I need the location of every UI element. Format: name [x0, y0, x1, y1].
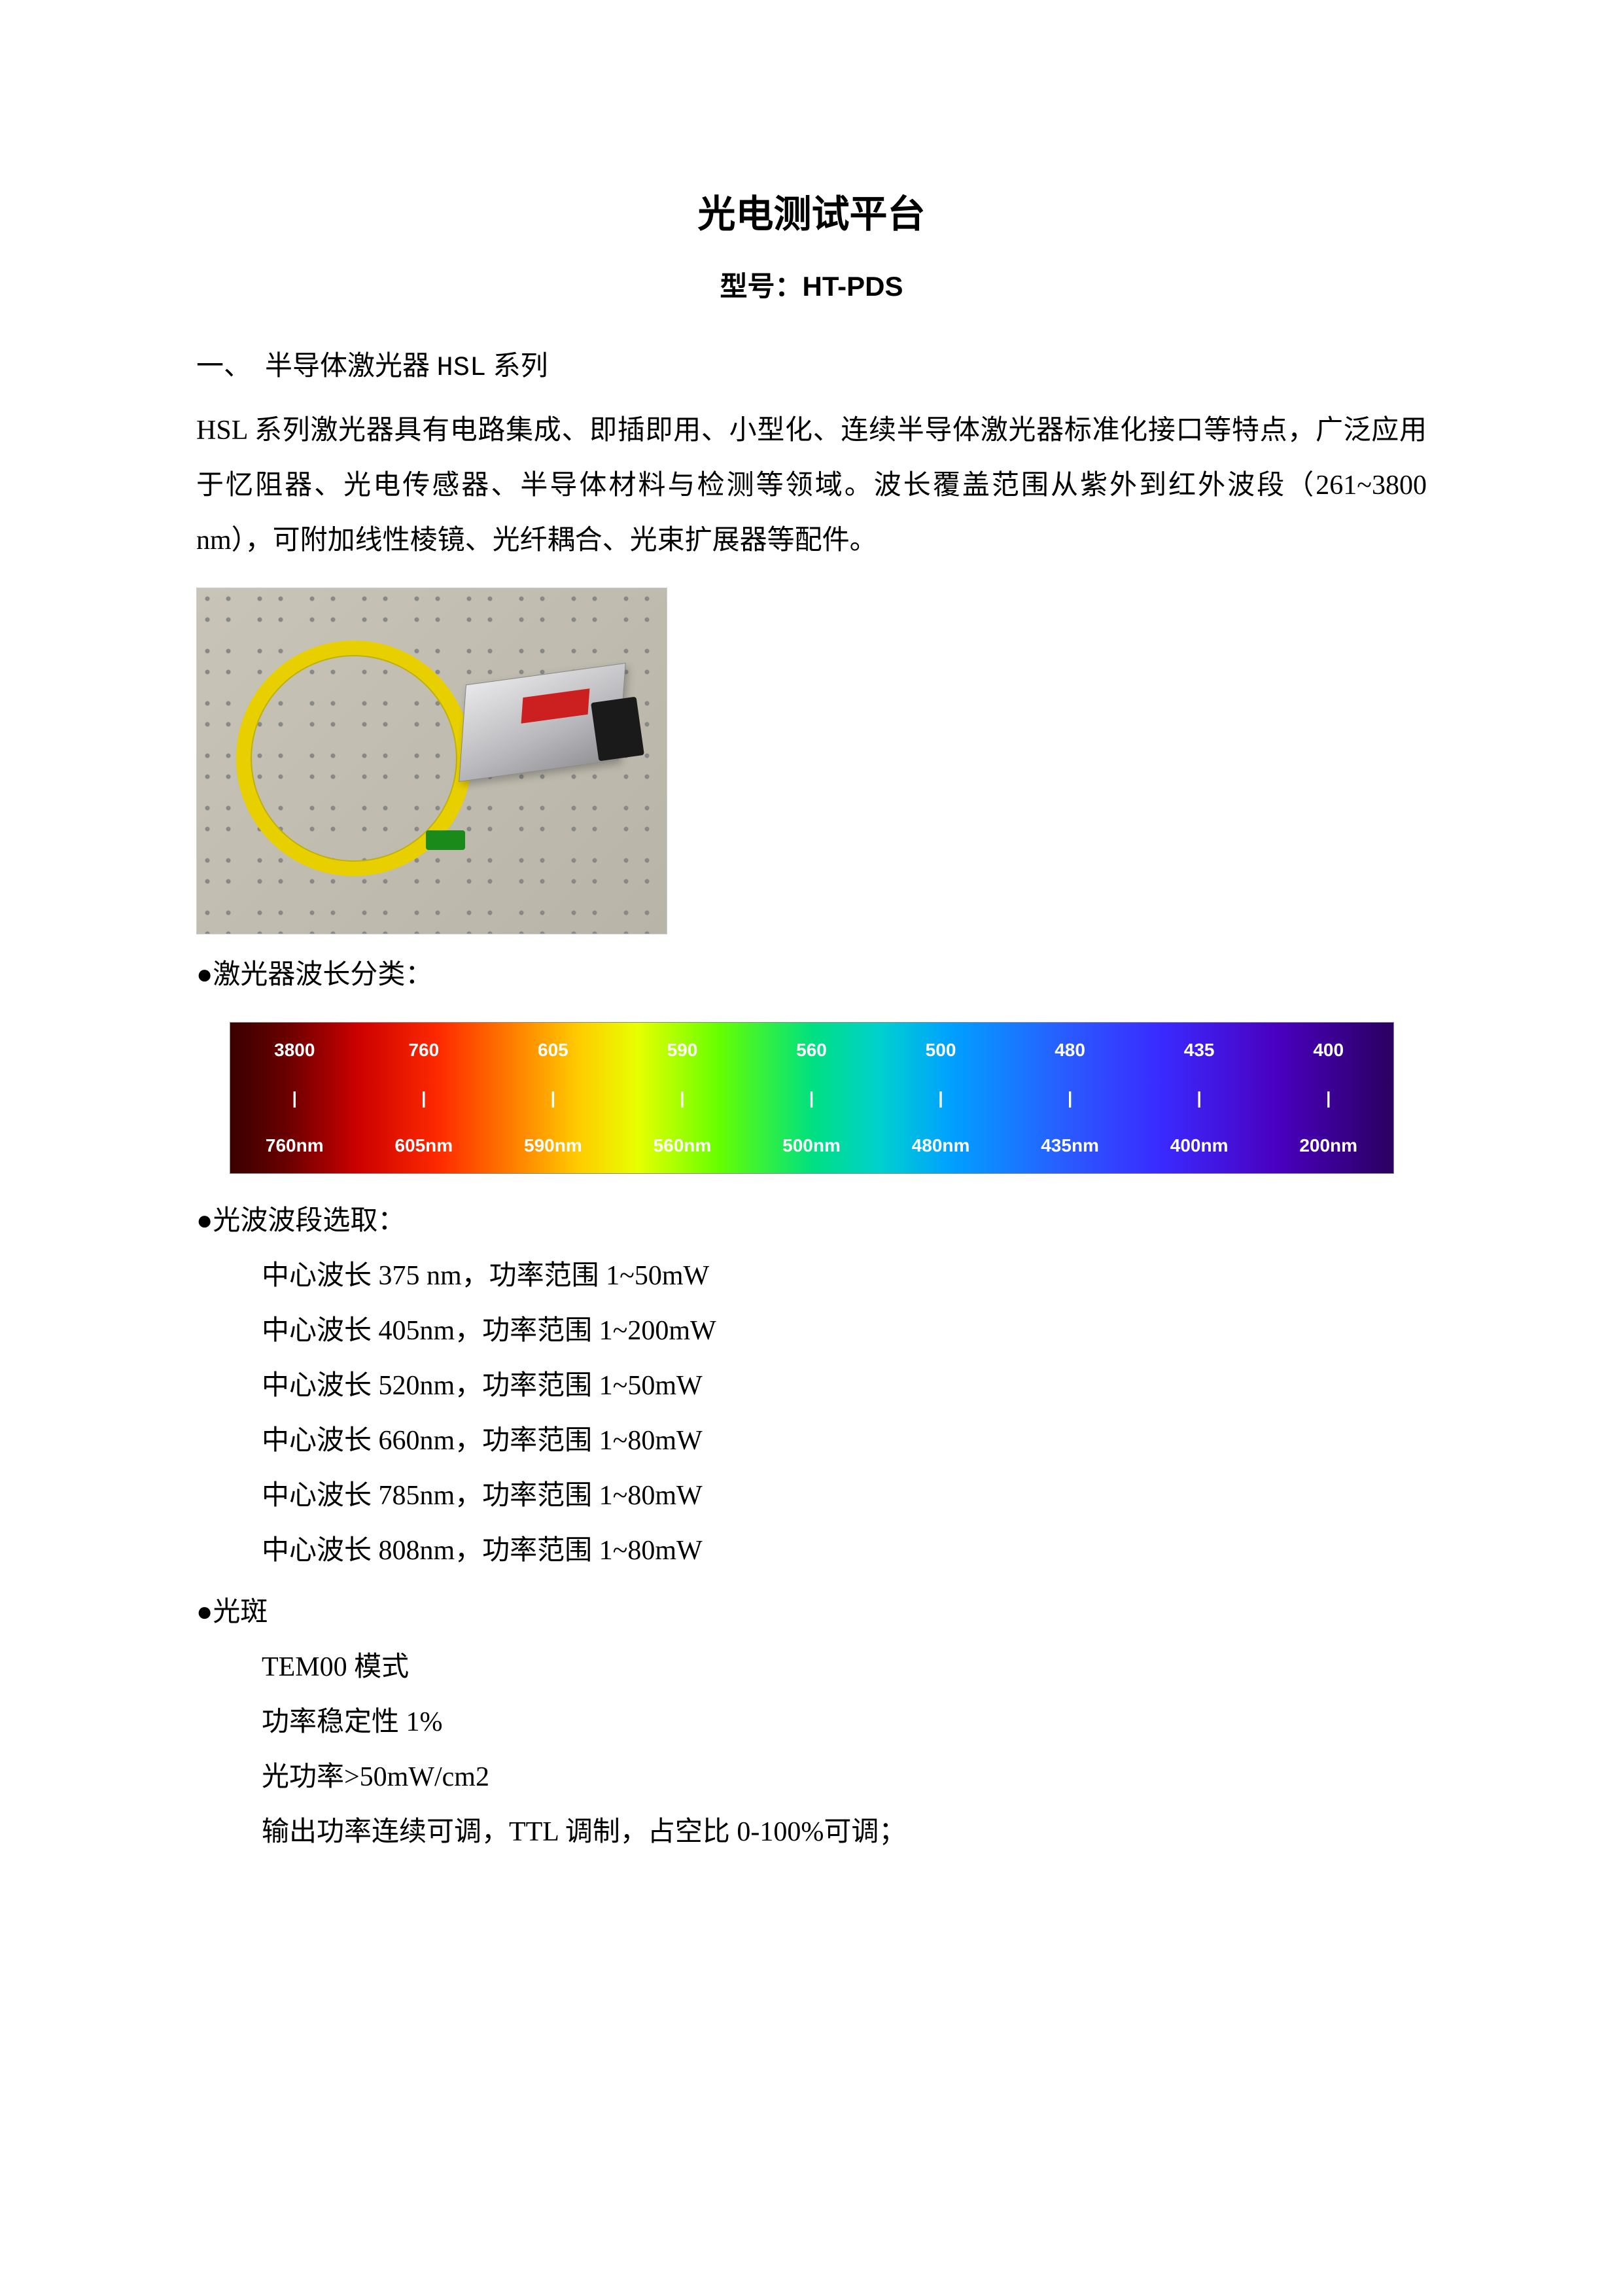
spectrum-top-label: 500: [926, 1040, 956, 1061]
band-line: 中心波长 785nm，功率范围 1~80mW: [196, 1468, 1427, 1523]
spectrum-bottom-label: 200nm: [1299, 1135, 1357, 1156]
section-1-series: HSL: [437, 352, 487, 383]
section-1-label: 半导体激光器: [265, 351, 430, 381]
page-subtitle: 型号：HT-PDS: [196, 264, 1427, 304]
spectrum-bottom-label: 590nm: [524, 1135, 582, 1156]
spectrum-chart: 3800 | 760nm 760 | 605nm 605 | 590nm 590 | 560nm 560…: [230, 1022, 1394, 1174]
spectrum-bottom-label: 500nm: [782, 1135, 841, 1156]
spectrum-tick: |: [421, 1089, 426, 1106]
spectrum-tick: |: [938, 1089, 943, 1106]
spectrum-tick: |: [1326, 1089, 1331, 1106]
spectrum-col: 605 | 590nm: [489, 1023, 618, 1173]
spectrum-tick: |: [680, 1089, 684, 1106]
section-1-number: 一、: [196, 351, 251, 381]
spectrum-col: 560 | 500nm: [747, 1023, 877, 1173]
spot-line: TEM00 模式: [196, 1640, 1427, 1695]
spot-list: TEM00 模式功率稳定性 1%光功率>50mW/cm2输出功率连续可调，TTL…: [196, 1640, 1427, 1860]
spectrum-tick: |: [551, 1089, 555, 1106]
page-title: 光电测试平台: [196, 183, 1427, 238]
spectrum-tick: |: [1197, 1089, 1202, 1106]
spectrum-gradient: 3800 | 760nm 760 | 605nm 605 | 590nm 590 | 560nm 560…: [230, 1023, 1393, 1173]
spot-line: 输出功率连续可调，TTL 调制，占空比 0-100%可调；: [196, 1805, 1427, 1860]
spectrum-top-label: 590: [667, 1040, 698, 1061]
intro-paragraph: HSL 系列激光器具有电路集成、即插即用、小型化、连续半导体激光器标准化接口等特…: [196, 403, 1427, 568]
band-list: 中心波长 375 nm，功率范围 1~50mW中心波长 405nm，功率范围 1…: [196, 1248, 1427, 1578]
spot-line: 光功率>50mW/cm2: [196, 1750, 1427, 1805]
bullet-band-select: ●光波波段选取：: [196, 1193, 1427, 1248]
product-photo: [196, 588, 667, 934]
spectrum-tick: |: [1068, 1089, 1072, 1106]
spectrum-col: 760 | 605nm: [359, 1023, 489, 1173]
spectrum-col: 590 | 560nm: [618, 1023, 747, 1173]
spectrum-bottom-label: 760nm: [266, 1135, 324, 1156]
spectrum-tick: |: [292, 1089, 297, 1106]
spectrum-bottom-label: 605nm: [394, 1135, 453, 1156]
band-line: 中心波长 405nm，功率范围 1~200mW: [196, 1303, 1427, 1358]
spectrum-top-label: 480: [1055, 1040, 1085, 1061]
spectrum-col: 3800 | 760nm: [230, 1023, 360, 1173]
spectrum-col: 400 | 200nm: [1264, 1023, 1393, 1173]
band-line: 中心波长 375 nm，功率范围 1~50mW: [196, 1248, 1427, 1303]
spectrum-top-label: 560: [796, 1040, 827, 1061]
laser-aperture: [591, 697, 644, 762]
section-1-series-suffix: 系列: [493, 351, 548, 381]
spectrum-col: 480 | 435nm: [1005, 1023, 1135, 1173]
subtitle-prefix: 型号：: [720, 271, 802, 302]
spectrum-col: 500 | 480nm: [876, 1023, 1005, 1173]
spectrum-top-label: 760: [408, 1040, 439, 1061]
bullet-spot: ●光斑: [196, 1585, 1427, 1640]
band-line: 中心波长 660nm，功率范围 1~80mW: [196, 1413, 1427, 1468]
band-line: 中心波长 808nm，功率范围 1~80mW: [196, 1523, 1427, 1578]
spectrum-bottom-label: 560nm: [654, 1135, 712, 1156]
spectrum-top-label: 605: [538, 1040, 568, 1061]
bullet-wavelength-class: ●激光器波长分类：: [196, 947, 1427, 1002]
spectrum-bottom-label: 400nm: [1170, 1135, 1229, 1156]
spectrum-tick: |: [809, 1089, 814, 1106]
spectrum-col: 435 | 400nm: [1134, 1023, 1264, 1173]
fiber-connector: [426, 830, 465, 850]
section-1-heading: 一、 半导体激光器 HSL 系列: [196, 344, 1427, 383]
spectrum-top-label: 435: [1184, 1040, 1215, 1061]
spot-line: 功率稳定性 1%: [196, 1695, 1427, 1750]
spectrum-bottom-label: 480nm: [912, 1135, 970, 1156]
spectrum-top-label: 3800: [274, 1040, 315, 1061]
subtitle-model: HT-PDS: [803, 271, 903, 302]
spectrum-bottom-label: 435nm: [1041, 1135, 1099, 1156]
spectrum-top-label: 400: [1313, 1040, 1344, 1061]
band-line: 中心波长 520nm，功率范围 1~50mW: [196, 1358, 1427, 1413]
